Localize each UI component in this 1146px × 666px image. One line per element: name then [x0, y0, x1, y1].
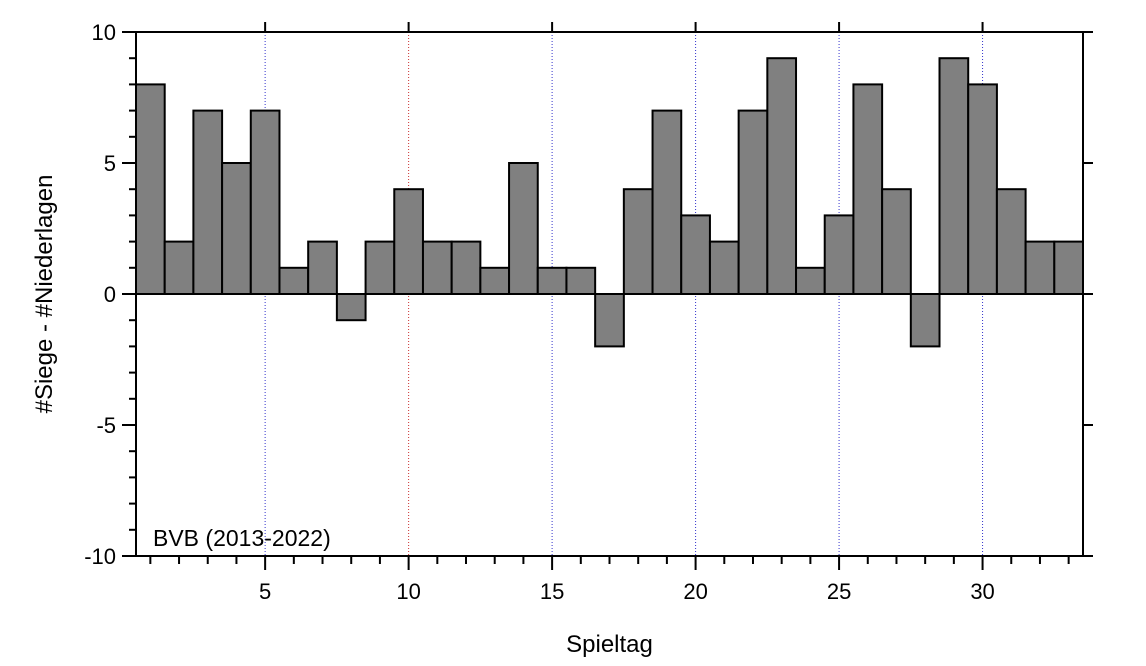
bar-spieltag-5 — [249, 109, 281, 295]
y-tick-label: 10 — [92, 20, 116, 45]
bar-spieltag-27 — [881, 188, 912, 295]
y-axis: 10 5 0 -5 -10 — [84, 20, 1093, 569]
bar-spieltag-17 — [594, 293, 625, 348]
bar-spieltag-25 — [823, 214, 855, 295]
bar-spieltag-24 — [795, 266, 826, 295]
chart-annotation: BVB (2013-2022) — [153, 525, 331, 551]
bar-spieltag-16 — [565, 266, 597, 295]
x-tick-label: 5 — [259, 579, 271, 604]
bar-spieltag-15 — [536, 266, 568, 295]
bar-spieltag-10 — [393, 188, 424, 295]
y-tick-label: 5 — [104, 151, 116, 176]
bar-spieltag-32 — [1024, 240, 1056, 296]
x-axis: 5 10 15 20 25 30 — [149, 22, 1070, 604]
y-tick-label: -5 — [96, 413, 116, 438]
bar-spieltag-18 — [622, 188, 654, 295]
bar-spieltag-2 — [163, 240, 195, 296]
bar-spieltag-28 — [909, 293, 941, 348]
bar-spieltag-22 — [737, 109, 769, 295]
bar-spieltag-23 — [766, 57, 798, 296]
bar-spieltag-30 — [967, 83, 998, 296]
bar-spieltag-20 — [680, 214, 711, 295]
bar-spieltag-26 — [852, 83, 884, 296]
x-tick-label: 15 — [540, 579, 564, 604]
bar-spieltag-1 — [135, 83, 166, 296]
bar-spieltag-3 — [192, 109, 224, 295]
bar-spieltag-8 — [335, 293, 367, 322]
bar-spieltag-29 — [938, 57, 970, 296]
bar-spieltag-19 — [651, 109, 683, 295]
bar-spieltag-33 — [1053, 240, 1084, 296]
bar-spieltag-7 — [307, 240, 338, 296]
x-axis-title: Spieltag — [566, 631, 653, 658]
bar-spieltag-9 — [364, 240, 396, 296]
bar-spieltag-21 — [708, 240, 740, 296]
x-tick-label: 30 — [970, 579, 994, 604]
bar-spieltag-31 — [995, 188, 1027, 295]
bar-spieltag-4 — [221, 162, 252, 295]
x-tick-label: 25 — [827, 579, 851, 604]
bars — [135, 57, 1084, 348]
bar-spieltag-12 — [450, 240, 482, 296]
bar-spieltag-11 — [421, 240, 453, 296]
x-tick-label: 10 — [396, 579, 420, 604]
x-tick-label: 20 — [683, 579, 707, 604]
y-tick-label: -10 — [84, 544, 116, 569]
bar-spieltag-6 — [278, 266, 310, 295]
bar-spieltag-14 — [508, 162, 539, 295]
y-axis-title: #Siege - #Niederlagen — [31, 175, 58, 414]
y-tick-label: 0 — [104, 282, 116, 307]
bar-spieltag-13 — [479, 266, 511, 295]
